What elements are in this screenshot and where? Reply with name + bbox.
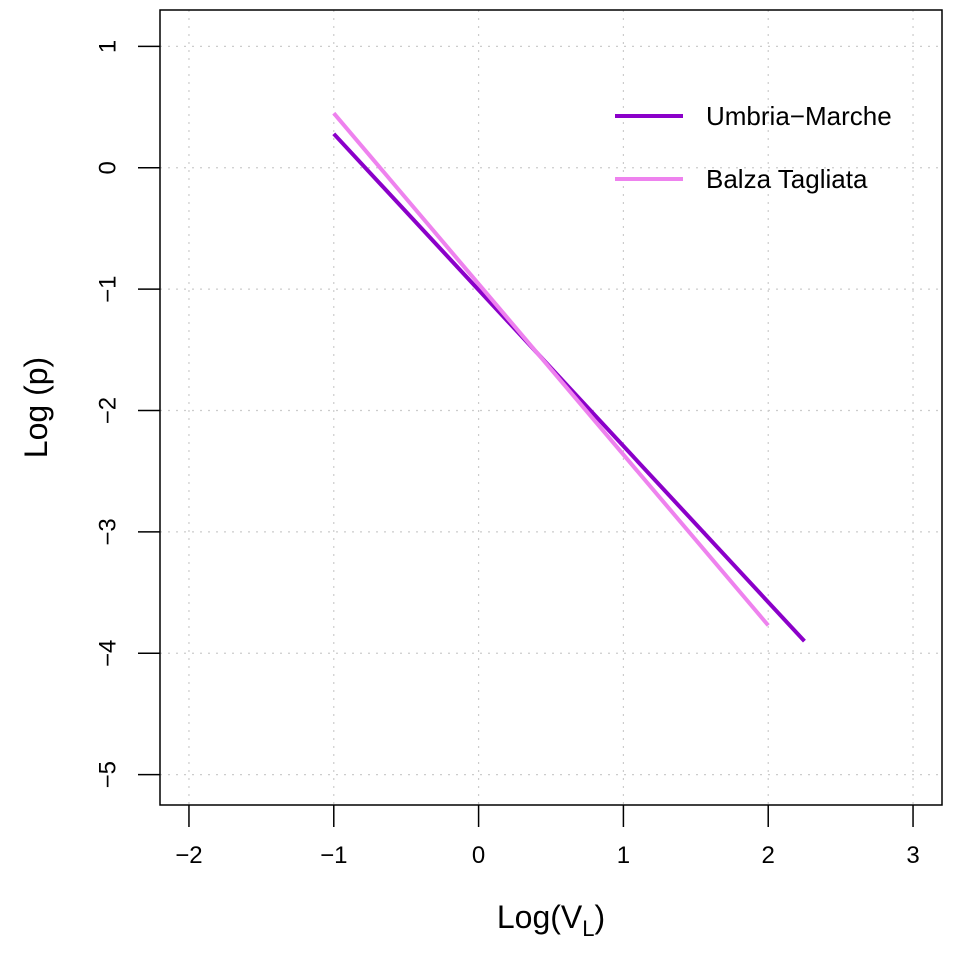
series-layer: [332, 111, 806, 643]
y-tick-label: −4: [95, 640, 122, 667]
x-tick-label: −2: [175, 842, 202, 869]
legend-label: Balza Tagliata: [706, 164, 868, 194]
y-axis-title: Log (p): [18, 357, 54, 458]
x-tick-label: 1: [617, 842, 630, 869]
x-axis-title-main: Log(V: [497, 899, 583, 935]
x-axis-title-subscript: L: [582, 916, 594, 941]
legend-label: Umbria−Marche: [706, 101, 892, 131]
plot-frame: [159, 9, 943, 806]
x-tick-label: 0: [472, 842, 485, 869]
series-line: [332, 132, 806, 643]
legend: Umbria−Marche Balza Tagliata: [615, 101, 892, 194]
y-tick-label: 1: [95, 40, 122, 53]
x-tick-label: 3: [906, 842, 919, 869]
y-tick-label: −2: [95, 397, 122, 424]
y-tick-label: −3: [95, 518, 122, 545]
x-axis-title: Log(VL): [497, 899, 605, 941]
x-tick-label: 2: [762, 842, 775, 869]
y-axis: −5 −4 −3 −2 −1 0 1: [95, 40, 160, 788]
y-tick-label: −1: [95, 275, 122, 302]
x-axis: −2 −1 0 1 2 3: [175, 805, 920, 869]
x-axis-title-suffix: ): [594, 899, 605, 935]
y-tick-label: −5: [95, 761, 122, 788]
y-tick-label: 0: [95, 161, 122, 174]
x-tick-label: −1: [320, 842, 347, 869]
series-line: [332, 111, 770, 627]
